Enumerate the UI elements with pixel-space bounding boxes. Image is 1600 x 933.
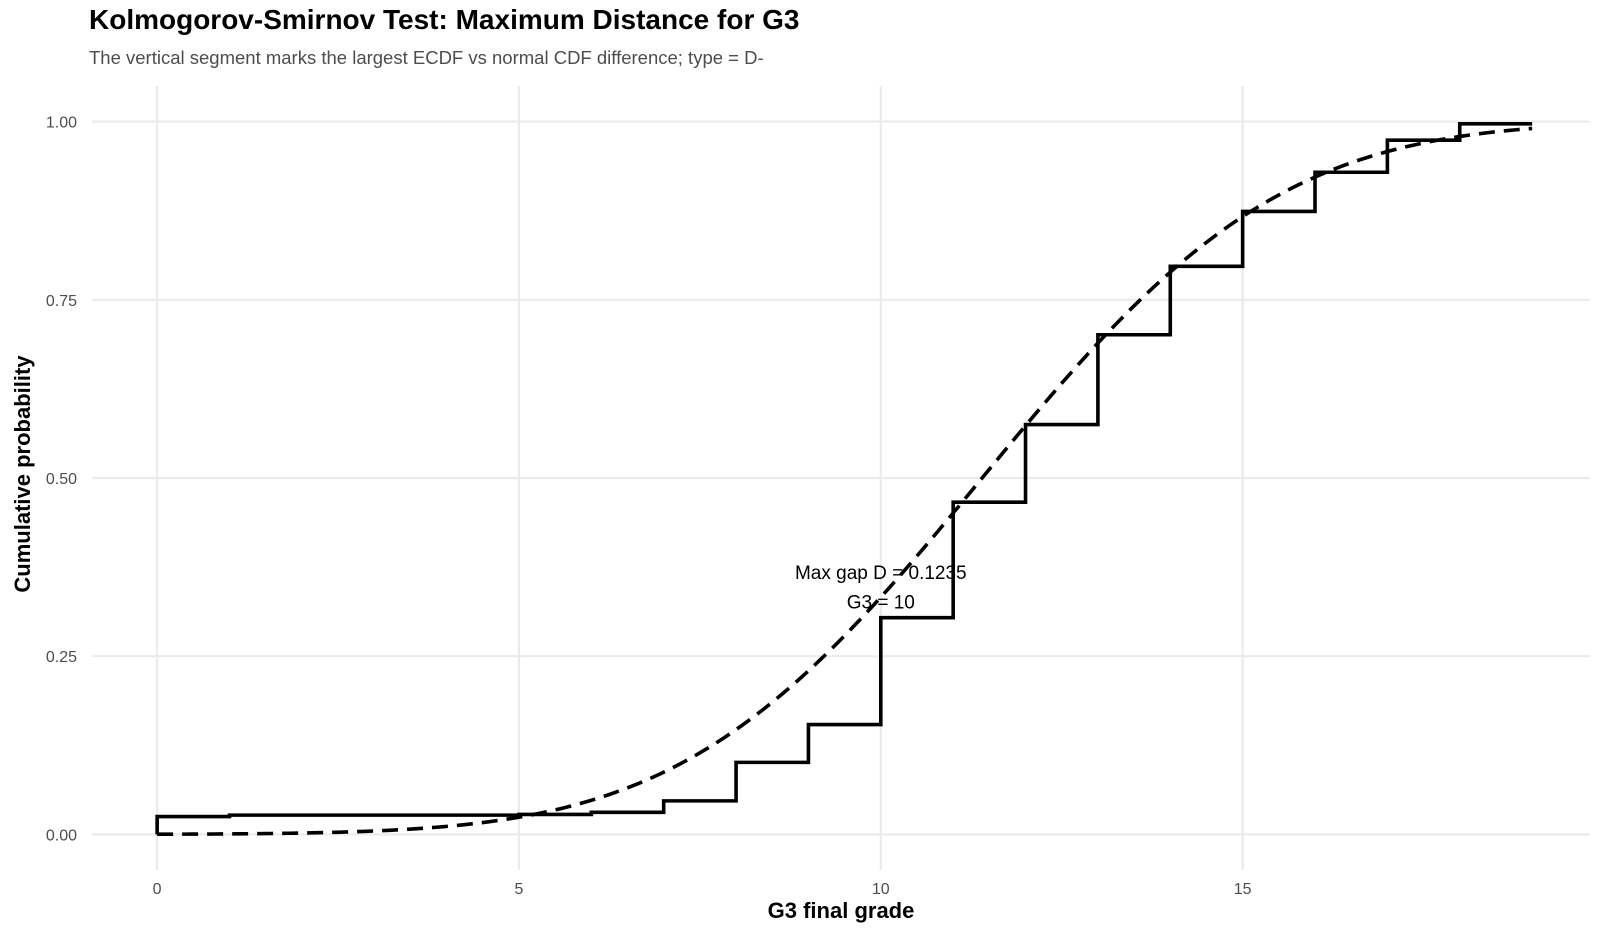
max-gap-annotation: Max gap D = 0.1235 (795, 563, 967, 584)
y-tick-label: 0.00 (46, 827, 77, 844)
x-tick-label: 5 (515, 881, 524, 898)
x-tick-label: 0 (153, 881, 162, 898)
y-axis-title: Cumulative probability (10, 355, 35, 593)
x-tick-label: 15 (1234, 881, 1252, 898)
series-group (155, 121, 1533, 837)
y-tick-label: 0.25 (46, 649, 77, 666)
tick-labels: 0.00 0.25 0.50 0.75 1.00 0 5 10 15 (46, 115, 1252, 898)
annotations: Max gap D = 0.1235 G3 = 10 (795, 563, 967, 614)
y-tick-label: 1.00 (46, 115, 77, 132)
x-axis-title: G3 final grade (768, 898, 915, 923)
ecdf-step-line (155, 121, 1533, 835)
grid (92, 86, 1590, 870)
max-gap-annotation: G3 = 10 (847, 593, 915, 614)
normal-cdf-dashed-line (157, 126, 1533, 837)
chart-title: Kolmogorov-Smirnov Test: Maximum Distanc… (89, 4, 800, 35)
chart-subtitle: The vertical segment marks the largest E… (89, 47, 764, 68)
y-tick-label: 0.75 (46, 293, 77, 310)
y-tick-label: 0.50 (46, 471, 77, 488)
x-tick-label: 10 (872, 881, 890, 898)
